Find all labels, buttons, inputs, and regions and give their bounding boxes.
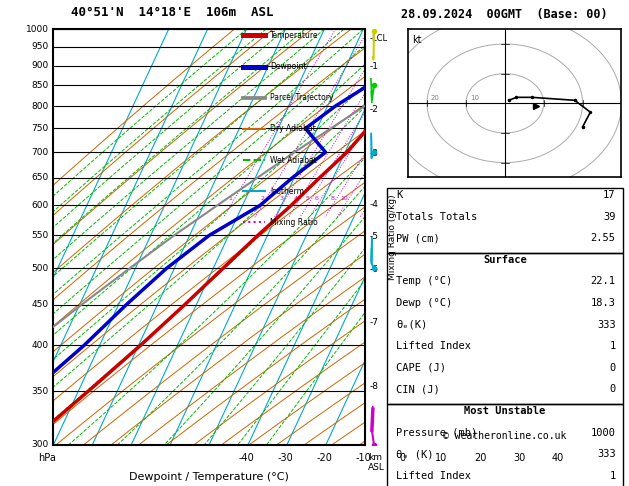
Text: 30: 30: [513, 453, 525, 463]
Bar: [387, 404, 623, 486]
Text: -10: -10: [355, 453, 371, 463]
Text: Lifted Index: Lifted Index: [396, 341, 471, 351]
Text: -LCL: -LCL: [369, 34, 387, 43]
Text: 28.09.2024  00GMT  (Base: 00): 28.09.2024 00GMT (Base: 00): [401, 8, 608, 21]
Text: 550: 550: [31, 231, 49, 240]
Text: 450: 450: [31, 300, 49, 309]
Text: -5: -5: [369, 232, 379, 241]
Text: 8: 8: [330, 196, 334, 201]
Text: -7: -7: [369, 317, 379, 327]
Text: hPa: hPa: [38, 453, 56, 463]
Text: θₑ (K): θₑ (K): [396, 449, 434, 459]
Text: CAPE (J): CAPE (J): [396, 363, 446, 373]
Text: Parcel Trajectory: Parcel Trajectory: [270, 93, 333, 102]
Bar: [387, 253, 623, 404]
Text: km
ASL: km ASL: [368, 453, 385, 472]
Text: Dewpoint: Dewpoint: [270, 62, 306, 71]
Text: 400: 400: [31, 341, 49, 350]
Text: -1: -1: [369, 62, 379, 71]
Text: -20: -20: [316, 453, 332, 463]
Text: 1000: 1000: [26, 25, 49, 34]
Text: 950: 950: [31, 42, 49, 52]
Text: Dewpoint / Temperature (°C): Dewpoint / Temperature (°C): [129, 472, 289, 482]
Text: 2: 2: [260, 196, 264, 201]
Text: Totals Totals: Totals Totals: [396, 211, 477, 222]
Text: -3: -3: [369, 149, 379, 158]
Text: -40: -40: [238, 453, 254, 463]
Text: 500: 500: [31, 264, 49, 273]
Text: 750: 750: [31, 124, 49, 133]
Text: -2: -2: [369, 104, 379, 114]
Text: CIN (J): CIN (J): [396, 384, 440, 395]
Text: 700: 700: [31, 148, 49, 157]
Text: PW (cm): PW (cm): [396, 233, 440, 243]
Text: 10: 10: [435, 453, 447, 463]
Text: 22.1: 22.1: [591, 277, 616, 286]
Text: 20: 20: [474, 453, 486, 463]
Text: Surface: Surface: [483, 255, 526, 265]
Text: 1: 1: [228, 196, 233, 201]
Text: 850: 850: [31, 81, 49, 90]
Text: -8: -8: [369, 382, 379, 391]
Text: 4: 4: [294, 196, 298, 201]
Text: 650: 650: [31, 174, 49, 182]
Text: -30: -30: [277, 453, 293, 463]
Text: K: K: [396, 190, 403, 200]
Text: 18.3: 18.3: [591, 298, 616, 308]
Text: 6: 6: [315, 196, 319, 201]
Text: -6: -6: [369, 265, 379, 274]
Text: © weatheronline.co.uk: © weatheronline.co.uk: [443, 431, 567, 440]
Text: Dry Adiabat: Dry Adiabat: [270, 124, 316, 133]
Text: Mixing Ratio: Mixing Ratio: [270, 218, 318, 227]
Text: 0: 0: [610, 384, 616, 395]
Text: 333: 333: [597, 320, 616, 330]
Text: Temp (°C): Temp (°C): [396, 277, 452, 286]
Text: Dewp (°C): Dewp (°C): [396, 298, 452, 308]
Text: 600: 600: [31, 201, 49, 210]
Text: Most Unstable: Most Unstable: [464, 406, 545, 416]
Text: Temperature: Temperature: [270, 31, 318, 40]
Text: 1000: 1000: [591, 428, 616, 438]
Text: 333: 333: [597, 449, 616, 459]
Text: Mixing Ratio (g/kg): Mixing Ratio (g/kg): [388, 194, 398, 280]
Text: 3: 3: [279, 196, 284, 201]
Text: 900: 900: [31, 61, 49, 70]
Text: 10: 10: [341, 196, 348, 201]
Text: 40: 40: [552, 453, 564, 463]
Text: Wet Adiabat: Wet Adiabat: [270, 156, 317, 165]
Text: 2.55: 2.55: [591, 233, 616, 243]
Text: 1: 1: [610, 471, 616, 481]
Text: 0: 0: [610, 363, 616, 373]
Text: Lifted Index: Lifted Index: [396, 471, 471, 481]
Text: 0: 0: [399, 453, 405, 463]
Text: kt: kt: [412, 35, 421, 45]
Text: 1: 1: [610, 341, 616, 351]
Text: θₑ(K): θₑ(K): [396, 320, 428, 330]
Text: 40°51'N  14°18'E  106m  ASL: 40°51'N 14°18'E 106m ASL: [70, 6, 273, 19]
Bar: [387, 188, 623, 253]
Text: 350: 350: [31, 387, 49, 396]
Text: 300: 300: [31, 440, 49, 449]
Text: 800: 800: [31, 102, 49, 111]
Text: 10: 10: [470, 95, 479, 101]
Text: 39: 39: [603, 211, 616, 222]
Text: Pressure (mb): Pressure (mb): [396, 428, 477, 438]
Text: 5: 5: [306, 196, 309, 201]
Text: 20: 20: [431, 95, 440, 101]
Text: 17: 17: [603, 190, 616, 200]
Text: Isotherm: Isotherm: [270, 187, 304, 196]
Text: -4: -4: [369, 200, 379, 209]
